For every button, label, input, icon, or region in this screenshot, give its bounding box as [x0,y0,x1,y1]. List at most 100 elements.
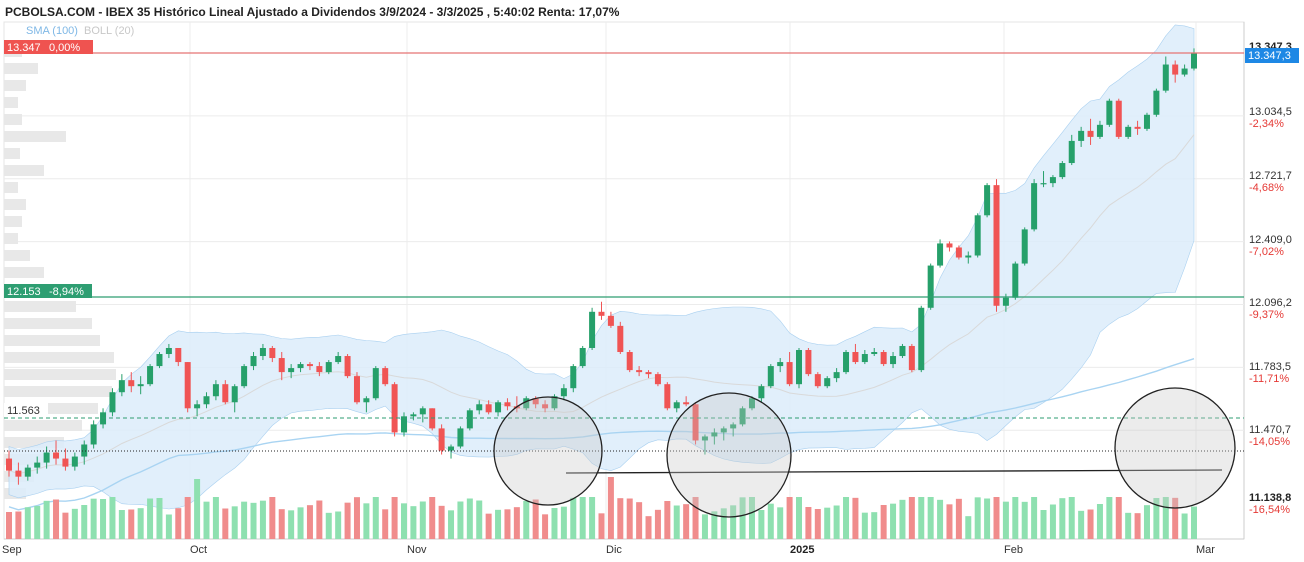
volume-bar [824,507,831,539]
candle-body [6,458,12,471]
candle-body [937,243,944,266]
volume-bar [90,498,97,539]
volume-bar [984,498,991,539]
volume-bar [212,497,219,539]
candle-body [617,325,624,353]
volume-bar [175,508,182,539]
volume-profile-bar [4,318,92,329]
volume-bar [1068,497,1075,539]
volume-bar [758,510,765,539]
volume-bar [335,511,342,539]
volume-bar [607,477,614,539]
support-trend-line[interactable] [565,469,1223,474]
candle-body [570,366,577,389]
candle-body [965,255,972,258]
annotation-circle-feb[interactable] [1114,387,1236,509]
candle-body [62,458,69,467]
candle-body [90,424,97,445]
volume-bar [222,508,229,539]
candle-body [147,366,154,385]
y-tick-label: 11.470,7 [1249,424,1291,436]
current-price-badge [1245,48,1299,63]
volume-bar [796,497,802,539]
volume-bar [692,497,699,539]
candle-body [1021,229,1028,264]
volume-bar [344,502,351,539]
candle-body [532,398,539,405]
candle-body [184,362,191,409]
volume-bar [1106,497,1113,539]
candle-body [636,370,643,373]
volume-bar [109,497,116,539]
volume-bar [100,499,107,539]
candle-body [654,374,661,385]
legend-sma[interactable]: SMA (100) [26,25,78,37]
y-tick-label: 12.721,7 [1249,170,1292,182]
volume-bar [890,503,897,539]
candle-body [984,185,991,216]
volume-bar [532,499,539,539]
volume-profile-bar [4,131,66,142]
volume-bar [805,507,812,539]
volume-bar [128,509,135,539]
volume-bar [1031,497,1038,539]
candle-body [833,372,840,379]
annotation-circle-dec[interactable] [666,392,792,518]
volume-bar [1143,505,1150,539]
candle-body [457,428,464,447]
candle-body [504,402,511,407]
candle-body [1078,130,1085,141]
top-price-badge-pct: 0,00% [49,42,80,54]
candle-body [739,408,746,425]
volume-bar [372,497,379,539]
y-pct-label: -4,68% [1249,182,1284,194]
reference-lines [4,52,1244,452]
volume-bar [1134,513,1141,539]
volume-bar [1049,504,1056,539]
volume-bar [955,498,962,539]
volume-bar [871,512,878,539]
candle-body [993,185,1000,306]
candle-body [1087,130,1094,137]
volume-bar [937,499,944,539]
candle-body [786,362,793,385]
candle-body [560,388,567,397]
volume-bar [654,509,661,539]
volume-bar [297,507,304,539]
candle-body [316,366,323,373]
candle-body [598,311,605,316]
volume-bar [6,512,12,539]
candle-body [81,444,88,457]
volume-bar [683,504,690,539]
legend-boll[interactable]: BOLL (20) [84,25,134,37]
top-price-badge [4,40,93,54]
candle-body [673,402,680,409]
volume-bar [278,509,285,539]
volume-bar [861,512,868,539]
volume-bar [457,501,464,539]
volume-profile-bar [4,148,20,159]
candle-body [579,347,586,367]
mid-price-badge [4,284,92,298]
x-tick-label: Sep [2,544,22,556]
x-tick-label: Oct [190,544,207,556]
volume-bar [429,497,436,539]
volume-bar [401,503,407,539]
volume-bar [391,497,398,539]
candle-body [664,384,671,409]
volume-bar [974,497,981,539]
candle-body [1172,64,1179,75]
volume-bar [1172,497,1179,539]
candle-body [880,352,887,365]
candle-body [288,368,295,373]
volume-bar [15,511,22,539]
volume-bar [551,508,558,539]
annotation-circle-nov[interactable] [493,396,603,506]
candle-body [918,307,925,371]
volume-bar [53,499,60,539]
volume-profile-bar [4,233,18,244]
y-pct-label: -16,54% [1249,504,1290,516]
volume-bar [946,504,953,539]
candle-body [871,352,878,355]
mid-price-badge-value: 12.153 [7,286,41,298]
